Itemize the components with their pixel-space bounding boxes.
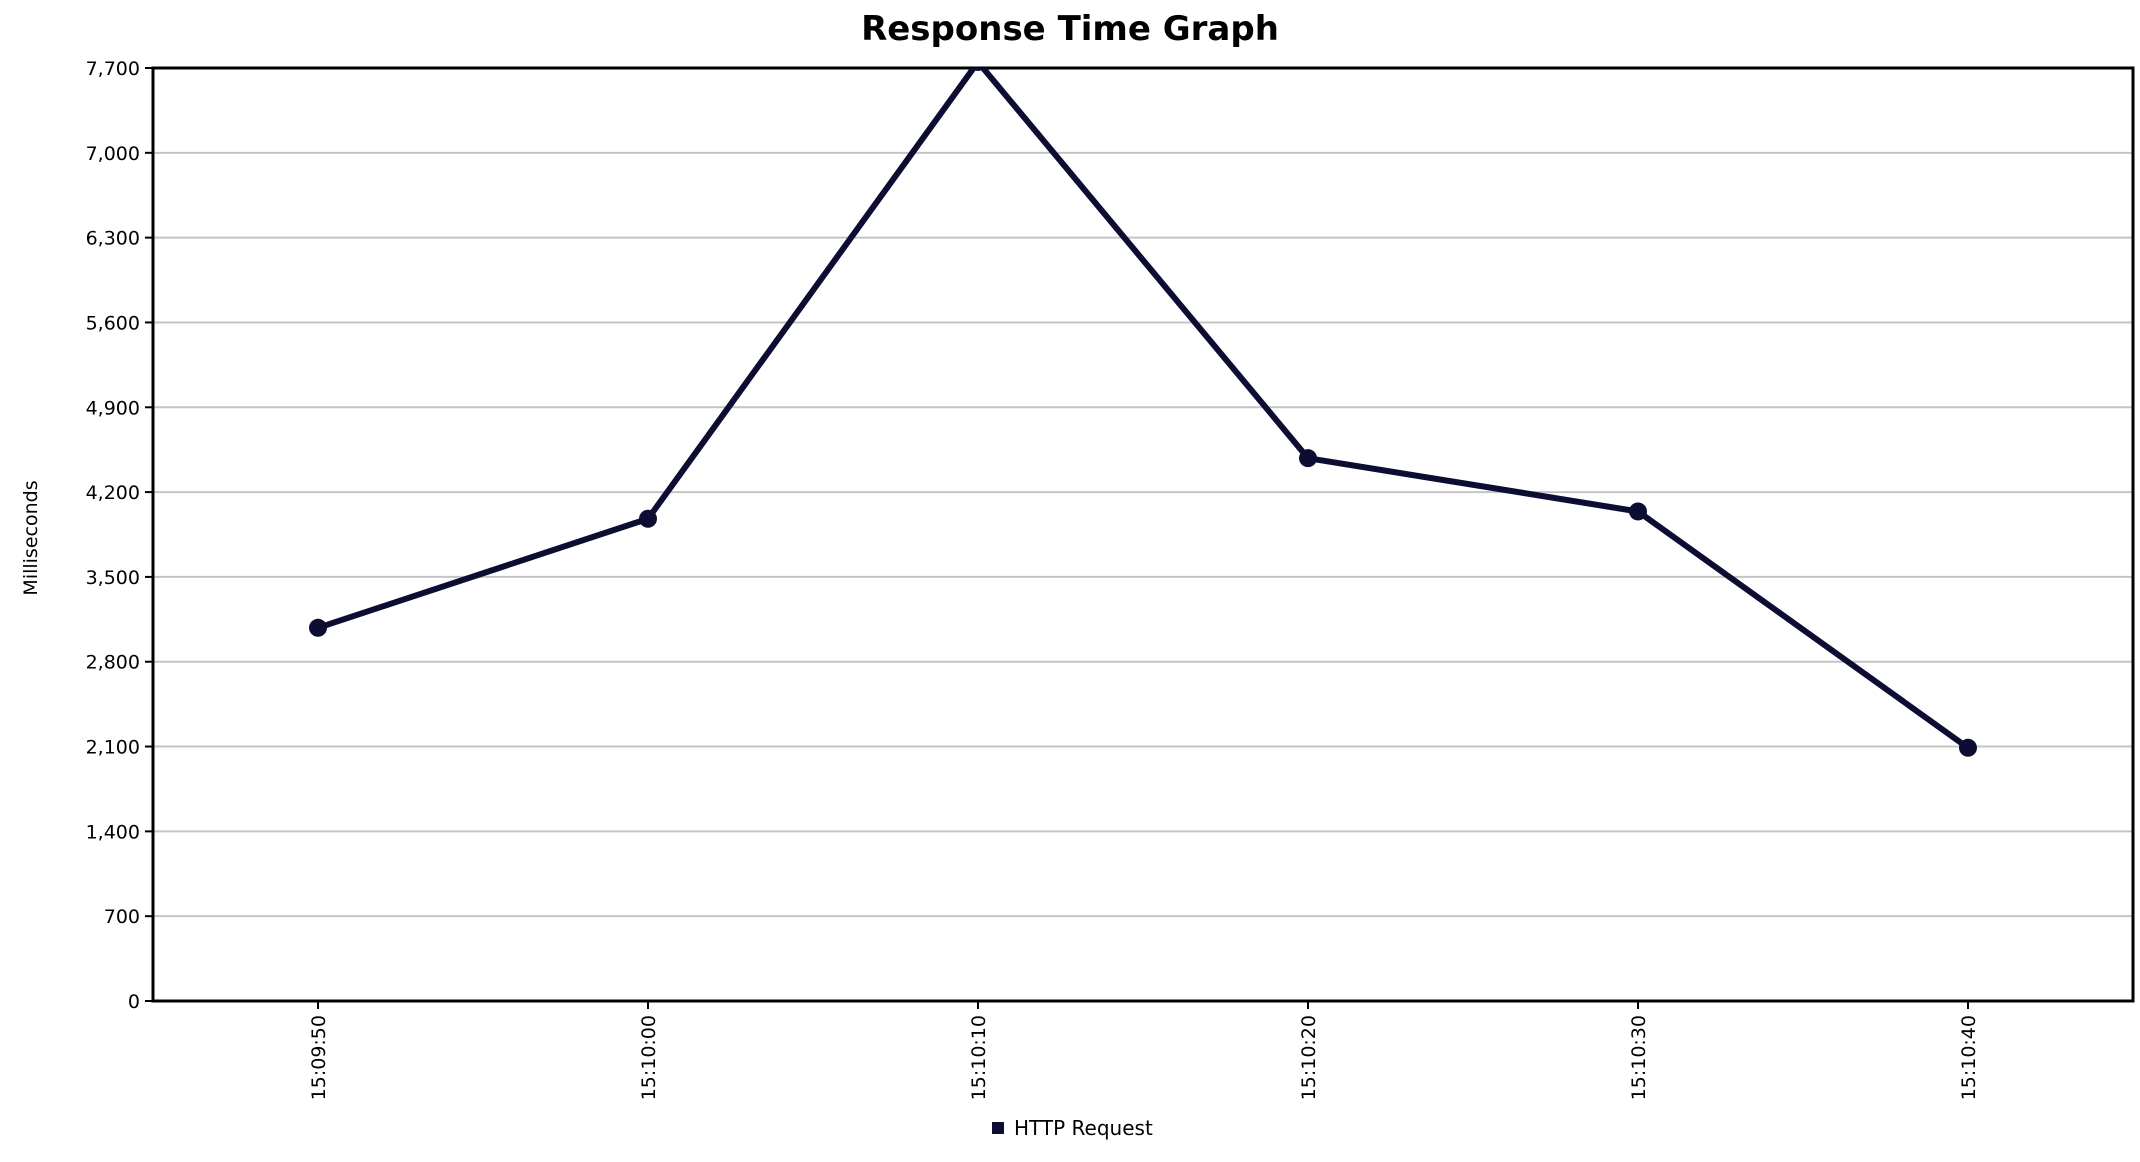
legend-swatch-http-request [992,1122,1004,1134]
y-tick-label: 2,800 [86,652,140,674]
data-point [639,509,657,528]
x-axis-ticks: 15:09:50 15:10:00 15:10:10 15:10:20 15:10:30… [308,1001,1980,1100]
series-line [315,68,1971,751]
data-point [309,618,327,637]
data-point [1959,738,1977,757]
data-point [971,68,985,71]
plot-area-frame [151,66,2135,1003]
y-tick-label: 0 [128,991,140,1013]
x-tick-label: 15:10:20 [1298,1015,1320,1100]
data-point [1629,502,1647,521]
y-tick-label: 6,300 [86,228,140,250]
x-tick-label: 15:10:40 [1958,1015,1980,1100]
y-axis-ticks: 0 700 1,400 2,100 2,800 3,500 4,200 4,900 5,600 6… [86,58,153,1013]
y-tick-label: 3,500 [86,567,140,589]
grid-lines [153,151,2133,918]
y-tick-label: 4,200 [86,482,140,504]
y-tick-label: 4,900 [86,397,140,419]
x-tick-label: 15:10:10 [968,1015,990,1100]
series-http-request [309,68,1977,757]
y-tick-label: 7,000 [86,143,140,165]
data-point [1299,449,1317,468]
x-tick-label: 15:10:30 [1628,1015,1650,1100]
chart-title: Response Time Graph [861,9,1279,49]
y-tick-label: 1,400 [86,821,140,843]
y-tick-label: 700 [104,906,140,928]
x-tick-label: 15:10:00 [638,1015,660,1100]
y-tick-label: 5,600 [86,312,140,334]
y-tick-label: 7,700 [86,58,140,80]
legend: HTTP Request [992,1116,1153,1140]
y-tick-label: 2,100 [86,737,140,759]
y-axis-label: Milliseconds [20,480,42,595]
legend-label-http-request: HTTP Request [1014,1116,1153,1140]
x-tick-label: 15:09:50 [308,1015,330,1100]
series-layer [309,68,1977,757]
